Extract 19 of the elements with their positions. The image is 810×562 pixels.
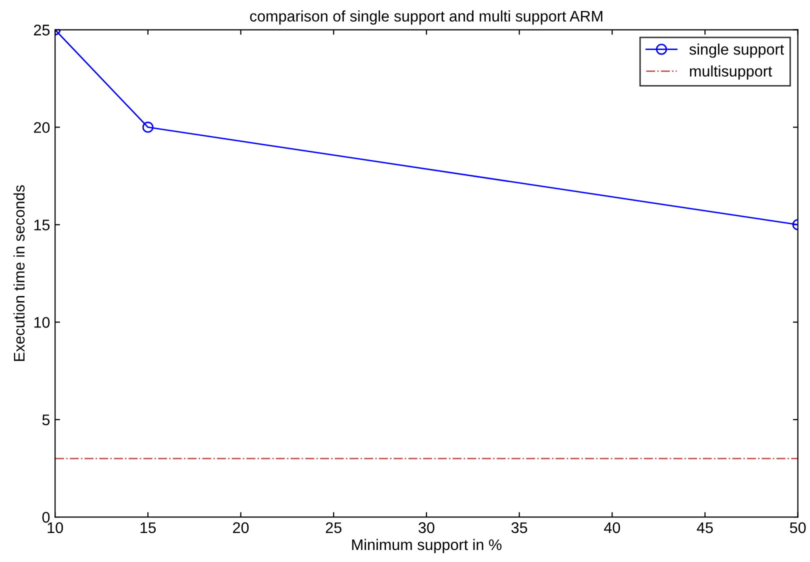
x-tick-label: 45 <box>696 522 713 534</box>
y-axis-title: Execution time in seconds <box>13 185 25 361</box>
chart-title: comparison of single support and multi support ARM <box>250 10 602 25</box>
x-tick-label: 30 <box>418 522 434 534</box>
y-tick-label: 25 <box>34 24 50 36</box>
x-tick-label: 35 <box>511 522 528 534</box>
y-tick-label: 20 <box>34 122 50 133</box>
x-tick-label: 20 <box>233 522 249 534</box>
x-tick-label: 25 <box>326 522 342 534</box>
x-tick-label: 50 <box>790 522 806 534</box>
y-tick-label: 10 <box>34 317 50 328</box>
legend-label: single support <box>689 44 784 58</box>
y-tick-label: 0 <box>42 512 50 523</box>
y-tick-label: 15 <box>34 220 50 230</box>
x-tick-label: 15 <box>140 522 156 534</box>
y-tick-label: 5 <box>42 414 50 426</box>
x-axis-title: Minimum support in % <box>352 538 502 554</box>
legend-label: multisupport <box>690 65 772 80</box>
x-tick-label: 40 <box>604 522 620 534</box>
